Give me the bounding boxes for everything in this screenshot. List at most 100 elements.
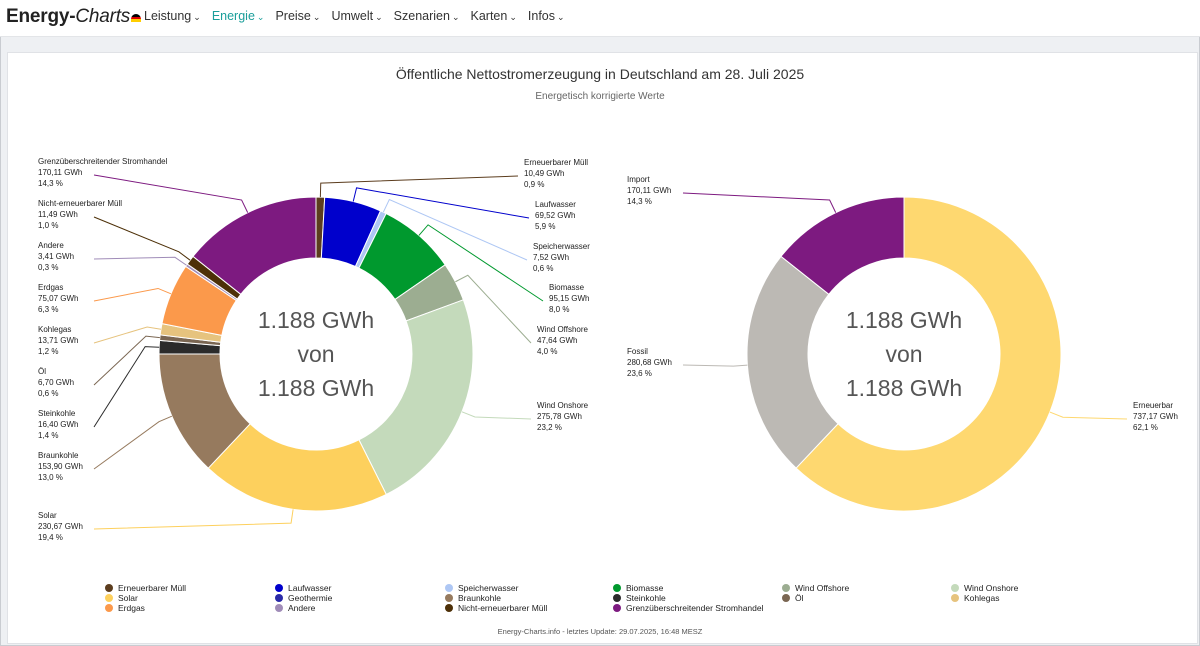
nav-item-szenarien[interactable]: Szenarien ⌄ <box>394 9 460 23</box>
legend-label: Andere <box>288 603 316 613</box>
nav-item-leistung[interactable]: Leistung ⌄ <box>144 9 201 23</box>
nav-item-label: Szenarien <box>393 9 450 23</box>
legend-item-biomasse[interactable]: Biomasse <box>613 583 663 593</box>
slice-label-value: 737,17 GWh <box>1133 412 1178 421</box>
slice-label-name: Erdgas <box>38 283 63 292</box>
slice-grenzuberschreitender-stromhandel[interactable] <box>192 196 317 296</box>
slice-label-name: Wind Onshore <box>537 401 589 410</box>
slice-label-share: 19,4 % <box>38 533 63 542</box>
connector-line <box>93 216 191 261</box>
slice-label-share: 0,3 % <box>38 263 58 272</box>
center-text: 1.188 GWh <box>846 375 962 401</box>
chevron-down-icon: ⌄ <box>557 12 565 22</box>
legend-item-braunkohle[interactable]: Braunkohle <box>445 593 501 603</box>
slice-label-share: 1,0 % <box>38 221 58 230</box>
slice-label-name: Biomasse <box>549 283 585 292</box>
legend-item-solar[interactable]: Solar <box>105 593 138 603</box>
legend-item-grenzuberschreitender-stromhandel[interactable]: Grenzüberschreitender Stromhandel <box>613 603 764 613</box>
legend-item-nicht-erneuerbarer-mull[interactable]: Nicht-erneuerbarer Müll <box>445 603 547 613</box>
legend-label: Solar <box>118 593 138 603</box>
slice-fossil[interactable] <box>746 255 839 469</box>
slice-label-share: 5,9 % <box>535 222 555 231</box>
legend-item-andere[interactable]: Andere <box>275 603 315 613</box>
legend-swatch <box>613 594 621 602</box>
legend-label: Kohlegas <box>964 593 1000 603</box>
slice-label-value: 275,78 GWh <box>537 412 582 421</box>
nav-item-preise[interactable]: Preise ⌄ <box>275 9 320 23</box>
slice-import[interactable] <box>780 196 905 296</box>
legend-item-wind-offshore[interactable]: Wind Offshore <box>782 583 849 593</box>
legend-item-erdgas[interactable]: Erdgas <box>105 603 145 613</box>
connector-line <box>93 509 294 530</box>
connector-line <box>682 192 837 213</box>
slice-label-share: 13,0 % <box>38 473 63 482</box>
slice-label-name: Import <box>627 175 650 184</box>
center-text: 1.188 GWh <box>258 307 374 333</box>
connector-line <box>93 287 172 302</box>
chevron-down-icon: ⌄ <box>312 12 321 22</box>
slice-label-share: 14,3 % <box>38 179 63 188</box>
nav-item-karten[interactable]: Karten ⌄ <box>471 9 517 23</box>
legend-label: Speicherwasser <box>458 583 519 593</box>
brand-part1: Energy- <box>6 6 76 27</box>
slice-label-share: 1,2 % <box>38 347 58 356</box>
slice-label-name: Nicht-erneuerbarer Müll <box>38 199 122 208</box>
chevron-down-icon: ⌄ <box>256 12 265 22</box>
legend-label: Wind Onshore <box>964 583 1019 593</box>
legend-swatch <box>951 594 959 602</box>
legend-swatch <box>275 584 283 592</box>
connector-line <box>93 335 160 386</box>
legend-label: Erneuerbarer Müll <box>118 583 187 593</box>
connector-line <box>382 198 528 261</box>
slice-label-value: 230,67 GWh <box>38 522 83 531</box>
legend-item-steinkohle[interactable]: Steinkohle <box>613 593 666 603</box>
legend-item-erneuerbarer-mull[interactable]: Erneuerbarer Müll <box>105 583 186 593</box>
slice-label-name: Kohlegas <box>38 325 71 334</box>
slice-label-share: 8,0 % <box>549 305 569 314</box>
slice-label-value: 153,90 GWh <box>38 462 83 471</box>
connector-line <box>93 326 162 344</box>
legend-swatch <box>105 604 113 612</box>
center-text: von <box>297 341 334 367</box>
slice-label-value: 16,40 GWh <box>38 420 78 429</box>
slice-erneuerbar[interactable] <box>795 196 1062 512</box>
slice-label-name: Solar <box>38 511 57 520</box>
legend-swatch <box>613 604 621 612</box>
slice-label-share: 6,3 % <box>38 305 58 314</box>
slice-label-share: 0,6 % <box>533 264 553 273</box>
legend-label: Öl <box>795 593 804 603</box>
chevron-down-icon: ⌄ <box>451 12 460 22</box>
legend-item-kohlegas[interactable]: Kohlegas <box>951 593 999 603</box>
slice-label-share: 0,6 % <box>38 389 58 398</box>
slice-label-name: Grenzüberschreitender Stromhandel <box>38 157 168 166</box>
chart-subtitle: Energetisch korrigierte Werte <box>535 91 665 102</box>
slice-label-name: Laufwasser <box>535 200 576 209</box>
german-flag-icon <box>131 14 142 22</box>
legend-item-wind-onshore[interactable]: Wind Onshore <box>951 583 1018 593</box>
legend-item-geothermie[interactable]: Geothermie <box>275 593 332 603</box>
slice-label-share: 23,6 % <box>627 369 652 378</box>
chevron-down-icon: ⌄ <box>193 12 201 22</box>
legend-item-ol[interactable]: Öl <box>782 593 804 603</box>
nav-item-infos[interactable]: Infos ⌄ <box>528 9 565 23</box>
chevron-down-icon: ⌄ <box>509 12 517 22</box>
slice-label-share: 4,0 % <box>537 347 557 356</box>
slice-label-value: 69,52 GWh <box>535 211 575 220</box>
legend-item-speicherwasser[interactable]: Speicherwasser <box>445 583 518 593</box>
slice-label-value: 10,49 GWh <box>524 169 564 178</box>
nav-item-umwelt[interactable]: Umwelt ⌄ <box>331 9 382 23</box>
legend-item-laufwasser[interactable]: Laufwasser <box>275 583 331 593</box>
brand-logo[interactable]: Energy-Charts <box>6 6 142 28</box>
slice-label-share: 1,4 % <box>38 431 58 440</box>
slice-label-value: 11,49 GWh <box>38 210 78 219</box>
chevron-down-icon: ⌄ <box>375 12 383 22</box>
slice-wind-onshore[interactable] <box>358 299 474 496</box>
legend-swatch <box>445 584 453 592</box>
slice-label-value: 75,07 GWh <box>38 294 78 303</box>
nav-item-energie[interactable]: Energie ⌄ <box>212 9 265 23</box>
slice-label-value: 3,41 GWh <box>38 252 74 261</box>
connector-line <box>418 224 544 302</box>
legend-swatch <box>275 604 283 612</box>
legend-label: Braunkohle <box>458 593 502 603</box>
